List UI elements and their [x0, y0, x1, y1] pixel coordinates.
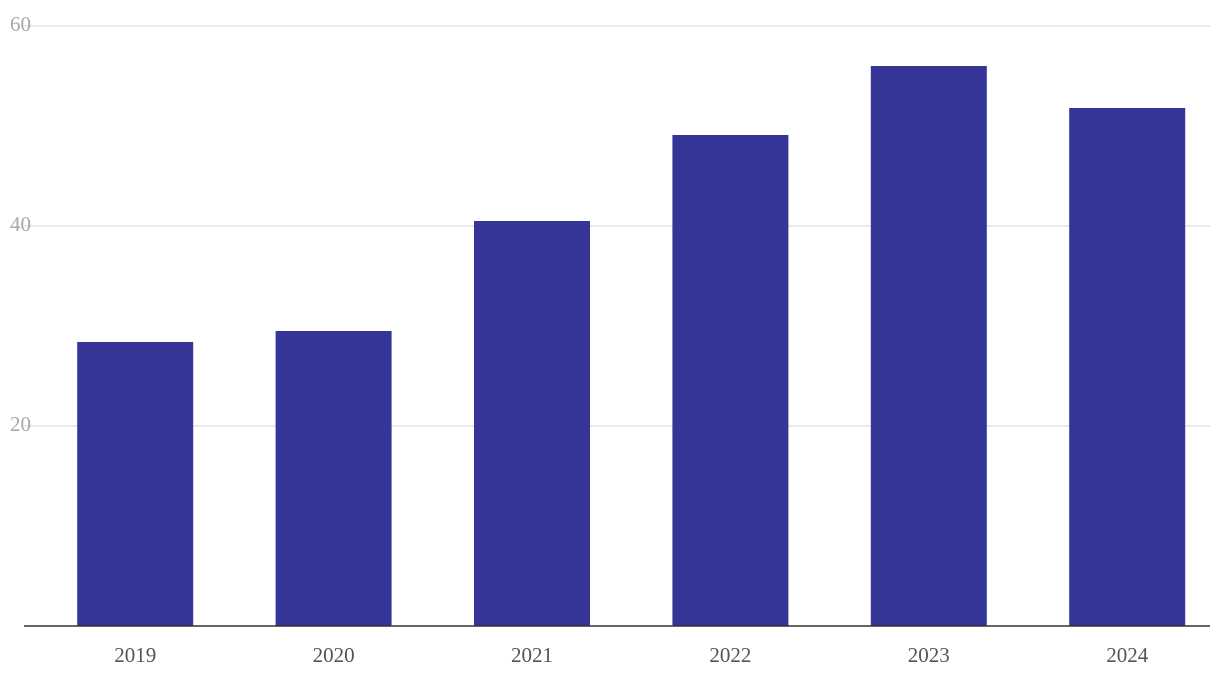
x-tick-label: 2023	[908, 643, 950, 667]
y-tick-label: 40	[10, 212, 31, 236]
bar	[275, 331, 392, 626]
bar	[474, 221, 590, 626]
x-tick-label: 2024	[1106, 643, 1149, 667]
bar	[77, 342, 194, 626]
y-tick-label: 20	[10, 412, 31, 436]
bar	[672, 135, 789, 626]
bar	[870, 66, 987, 626]
x-tick-label: 2020	[313, 643, 355, 667]
y-tick-label: 60	[10, 12, 31, 36]
bar	[1069, 108, 1186, 626]
x-tick-label: 2021	[511, 643, 553, 667]
x-tick-label: 2022	[709, 643, 751, 667]
x-tick-label: 2019	[114, 643, 156, 667]
